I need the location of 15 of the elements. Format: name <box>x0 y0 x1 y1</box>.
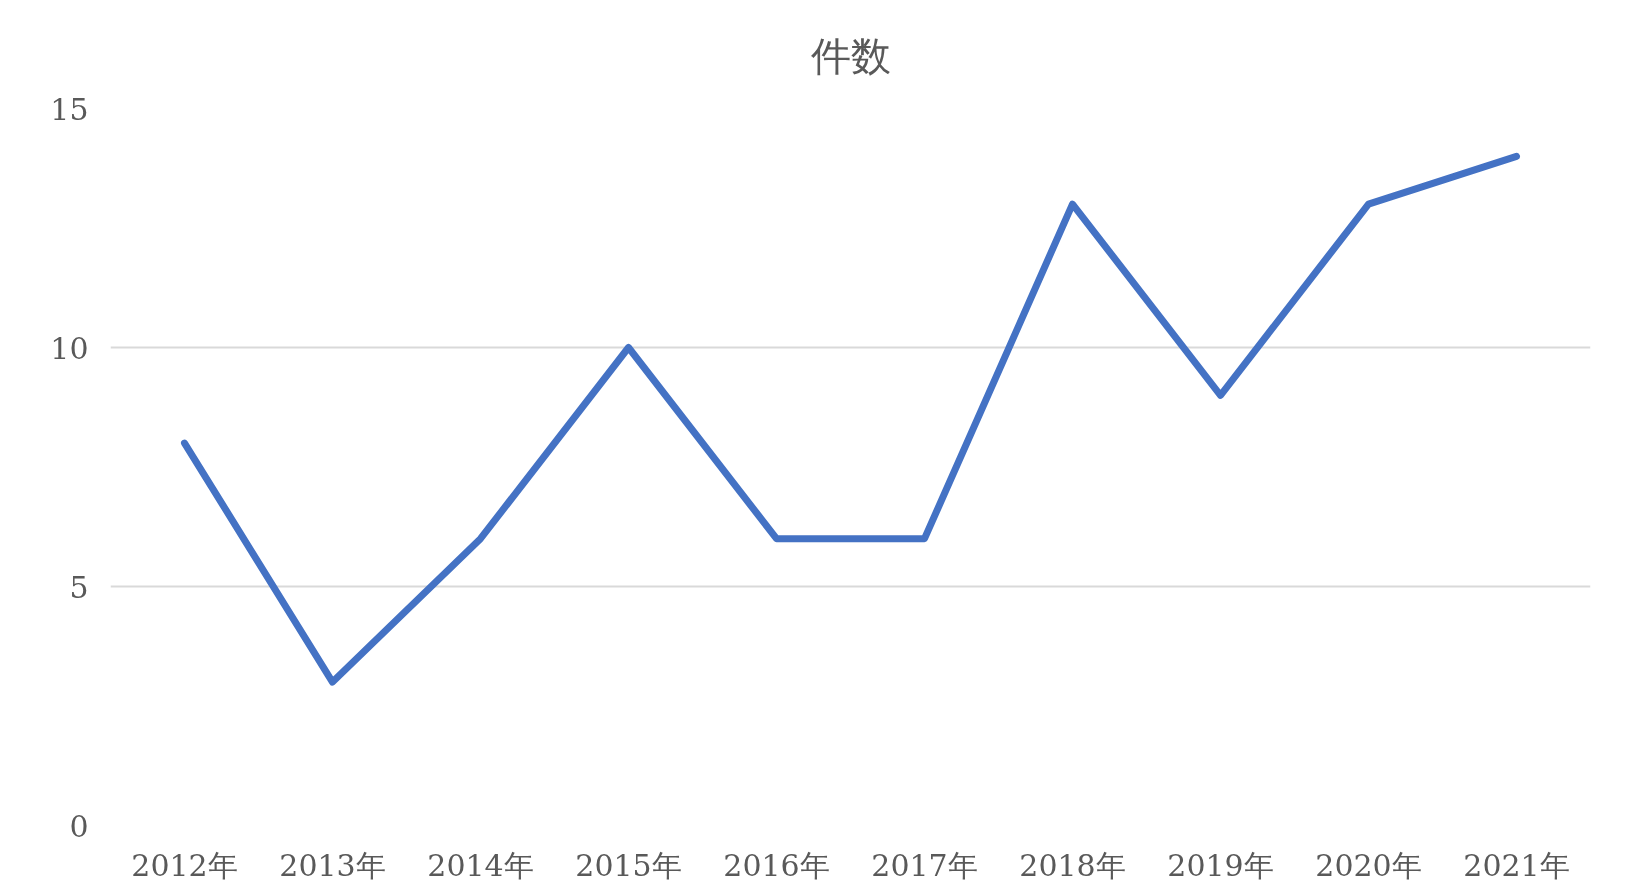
x-tick-label: 2015年 <box>575 847 682 883</box>
x-tick-label: 2019年 <box>1167 847 1274 883</box>
x-tick-label: 2012年 <box>131 847 238 883</box>
y-tick-label: 10 <box>50 330 89 366</box>
x-tick-label: 2017年 <box>871 847 978 883</box>
x-tick-label: 2021年 <box>1463 847 1570 883</box>
y-tick-label: 0 <box>69 808 89 844</box>
x-tick-label: 2020年 <box>1315 847 1422 883</box>
x-tick-label: 2013年 <box>279 847 386 883</box>
y-tick-label: 15 <box>50 91 89 127</box>
x-tick-label: 2014年 <box>427 847 534 883</box>
x-tick-label: 2018年 <box>1019 847 1126 883</box>
y-tick-label: 5 <box>69 569 89 605</box>
chart-title: 件数 <box>810 32 891 79</box>
x-tick-label: 2016年 <box>723 847 830 883</box>
